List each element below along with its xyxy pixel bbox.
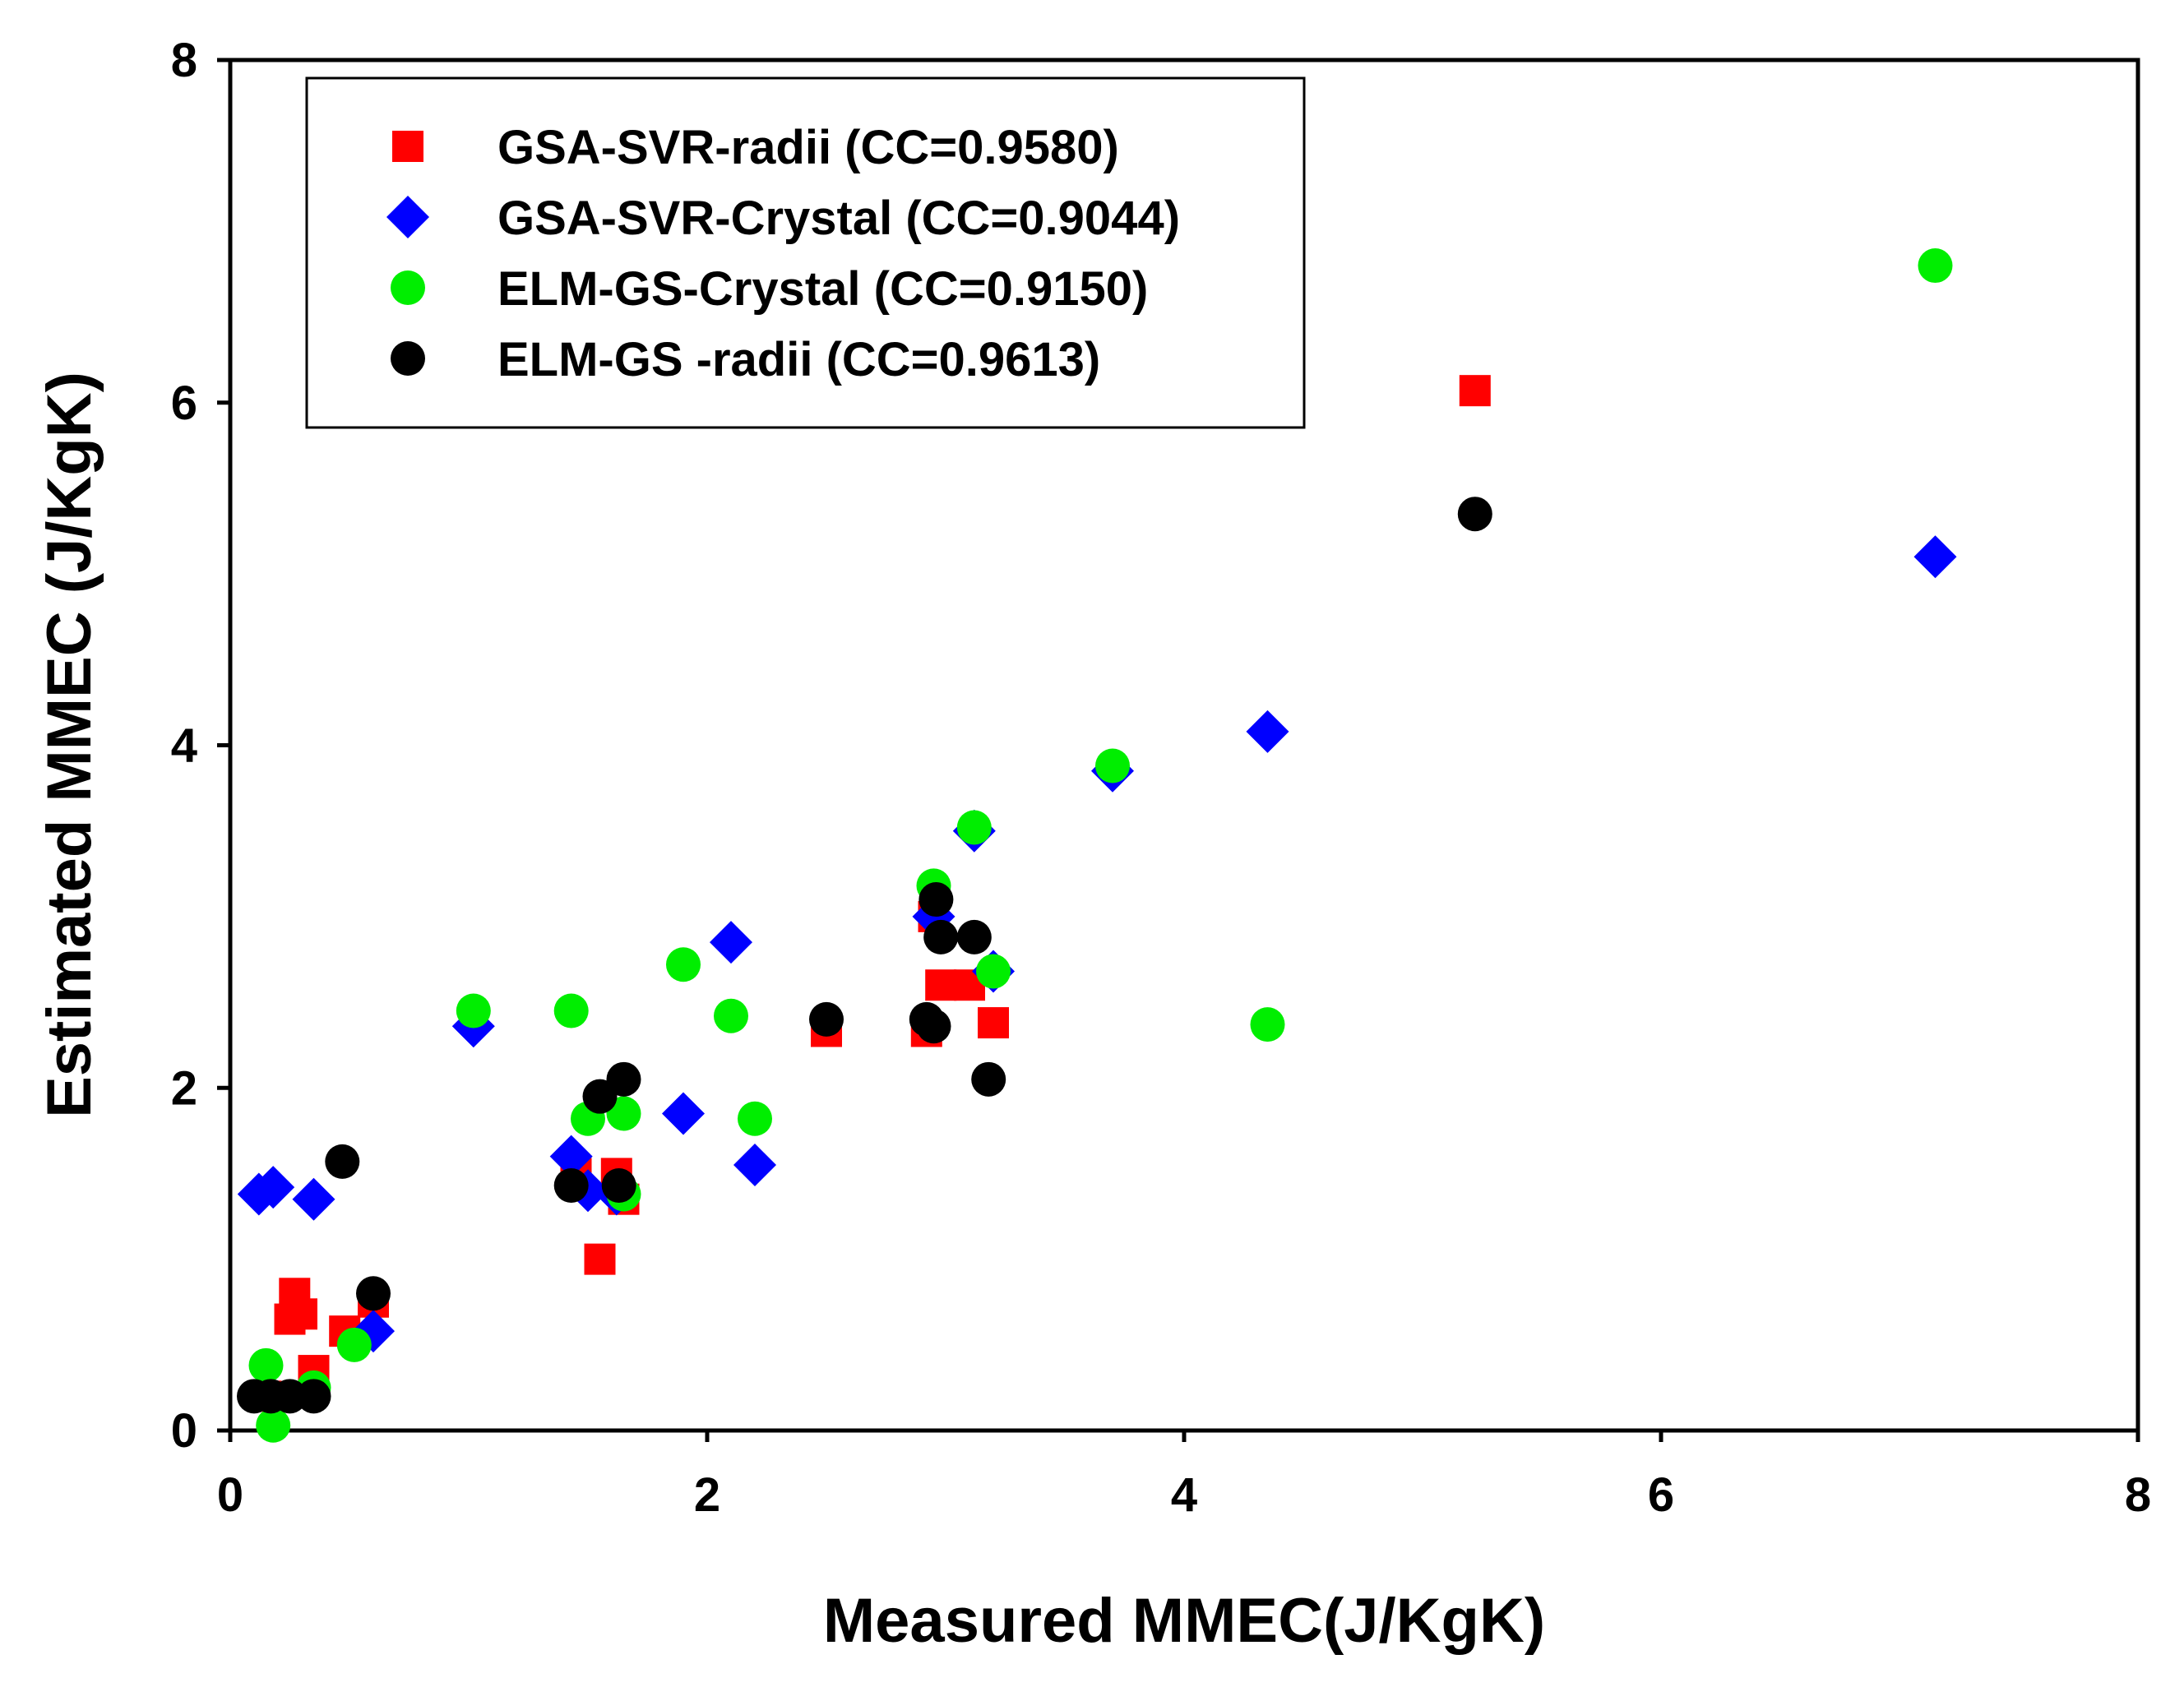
data-point: [1095, 748, 1130, 783]
data-point: [292, 1177, 335, 1221]
x-tick-label: 0: [217, 1468, 243, 1522]
data-point: [1246, 709, 1289, 753]
data-point: [1459, 375, 1491, 407]
data-point: [601, 1168, 636, 1204]
legend-marker: [392, 131, 423, 162]
y-tick-label: 8: [171, 34, 197, 87]
x-axis-title: Measured MMEC(J/KgK): [823, 1586, 1545, 1656]
data-points: [237, 248, 1957, 1443]
data-point: [1918, 248, 1953, 284]
data-point: [606, 1096, 641, 1131]
legend-label: ELM-GS-Crystal (CC=0.9150): [497, 262, 1148, 316]
data-point: [286, 1298, 317, 1330]
y-tick-label: 0: [171, 1404, 197, 1458]
x-axis: 0 2 4 6 8: [217, 1430, 2151, 1522]
data-point: [606, 1061, 641, 1097]
data-point: [918, 882, 954, 917]
x-tick-label: 6: [1648, 1468, 1674, 1522]
data-point: [738, 1101, 772, 1136]
data-point: [956, 810, 992, 845]
legend-label: GSA-SVR-radii (CC=0.9580): [497, 121, 1119, 174]
x-tick-label: 8: [2125, 1468, 2151, 1522]
series-1: [250, 375, 1491, 1412]
legend-item: ELM-GS -radii (CC=0.9613): [391, 333, 1100, 386]
data-point: [248, 1347, 284, 1383]
data-point: [553, 1168, 589, 1204]
data-point: [925, 969, 957, 1001]
data-point: [456, 993, 491, 1028]
data-point: [584, 1243, 616, 1275]
data-point: [252, 1166, 295, 1209]
data-point: [1913, 535, 1957, 579]
data-point: [1250, 1007, 1285, 1042]
data-point: [549, 1135, 593, 1178]
data-point: [662, 1092, 705, 1135]
legend-label: ELM-GS -radii (CC=0.9613): [497, 333, 1100, 386]
data-point: [666, 947, 701, 982]
data-point: [978, 1007, 1009, 1039]
y-tick-label: 6: [171, 377, 197, 430]
data-point: [923, 919, 959, 954]
data-point: [976, 954, 1011, 989]
series-4: [237, 497, 1492, 1414]
y-tick-label: 2: [171, 1061, 197, 1115]
data-point: [272, 1379, 308, 1414]
legend-box: [305, 76, 1306, 429]
data-point: [356, 1276, 391, 1311]
legend-item: ELM-GS-Crystal (CC=0.9150): [391, 262, 1148, 316]
y-axis: 0 2 4 6 8: [171, 34, 230, 1458]
data-point: [1457, 497, 1492, 532]
y-axis-title: Estimated MMEC (J/KgK): [35, 372, 104, 1118]
y-tick-label: 4: [171, 719, 197, 773]
data-point: [256, 1407, 291, 1443]
legend-item: GSA-SVR-Crystal (CC=0.9044): [386, 192, 1180, 245]
series-2: [237, 535, 1957, 1353]
data-point: [733, 1144, 776, 1187]
legend-marker: [391, 270, 425, 305]
legend-marker: [386, 196, 429, 238]
x-tick-label: 2: [694, 1468, 720, 1522]
data-point: [916, 1009, 951, 1044]
legend-label: GSA-SVR-Crystal (CC=0.9044): [497, 192, 1180, 245]
data-point: [714, 998, 748, 1033]
data-point: [809, 1001, 844, 1037]
data-point: [336, 1327, 372, 1362]
data-point: [582, 1079, 618, 1114]
data-point: [325, 1144, 360, 1179]
legend: GSA-SVR-radii (CC=0.9580) GSA-SVR-Crystal…: [305, 76, 1306, 429]
data-point: [296, 1379, 331, 1414]
data-point: [710, 921, 752, 964]
data-point: [971, 1061, 1006, 1097]
data-point: [956, 919, 992, 954]
x-tick-label: 4: [1171, 1468, 1197, 1522]
legend-item: GSA-SVR-radii (CC=0.9580): [392, 121, 1119, 174]
data-point: [553, 993, 589, 1028]
legend-marker: [391, 341, 425, 376]
